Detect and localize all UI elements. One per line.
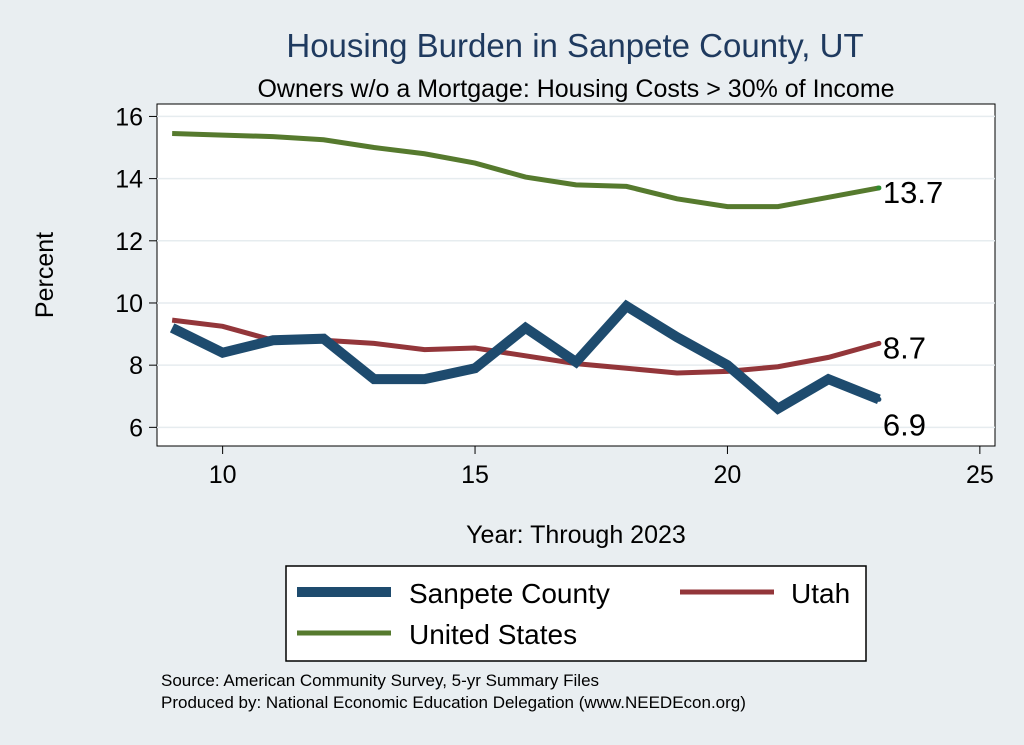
source-note: Source: American Community Survey, 5-yr … (161, 671, 599, 690)
grid-lines (157, 115, 995, 429)
legend-box (285, 565, 867, 662)
legend-item-united-states: United States (297, 619, 577, 650)
legend-item-utah: Utah (680, 578, 850, 609)
legend-label-sanpete-county: Sanpete County (409, 578, 610, 609)
series-end-point-united-states (876, 185, 882, 191)
legend-item-sanpete-county: Sanpete County (297, 578, 610, 609)
y-axis: 6 8 10 12 14 16 (115, 103, 157, 442)
series-line-united-states (172, 131, 880, 210)
x-tick-label-10: 10 (209, 461, 237, 489)
end-label-utah: 8.7 (883, 330, 926, 365)
end-labels: 6.9 8.7 13.7 (883, 175, 943, 442)
legend-label-united-states: United States (409, 619, 577, 650)
y-tick-label-8: 8 (129, 352, 143, 380)
series-end-point-sanpete-county (876, 396, 882, 402)
x-axis: 10 15 20 25 (209, 446, 994, 489)
y-tick-label-12: 12 (115, 228, 143, 256)
x-tick-label-15: 15 (461, 461, 489, 489)
legend-label-utah: Utah (791, 578, 850, 609)
y-tick-label-6: 6 (129, 414, 143, 442)
end-label-sanpete-county: 6.9 (883, 407, 926, 442)
end-label-united-states: 13.7 (883, 175, 943, 210)
x-axis-label: Year: Through 2023 (466, 521, 686, 549)
series-line-sanpete-county (169, 299, 881, 415)
produced-by-note: Produced by: National Economic Education… (161, 693, 746, 712)
series-end-point-utah (876, 340, 882, 346)
y-tick-label-16: 16 (115, 103, 143, 131)
chart-title: Housing Burden in Sanpete County, UT (286, 27, 863, 64)
y-axis-label: Percent (31, 232, 59, 318)
y-tick-label-10: 10 (115, 290, 143, 318)
chart-subtitle: Owners w/o a Mortgage: Housing Costs > 3… (257, 75, 894, 103)
x-tick-label-25: 25 (966, 461, 994, 489)
y-tick-label-14: 14 (115, 166, 143, 194)
x-tick-label-20: 20 (714, 461, 742, 489)
series-layer (169, 131, 882, 415)
